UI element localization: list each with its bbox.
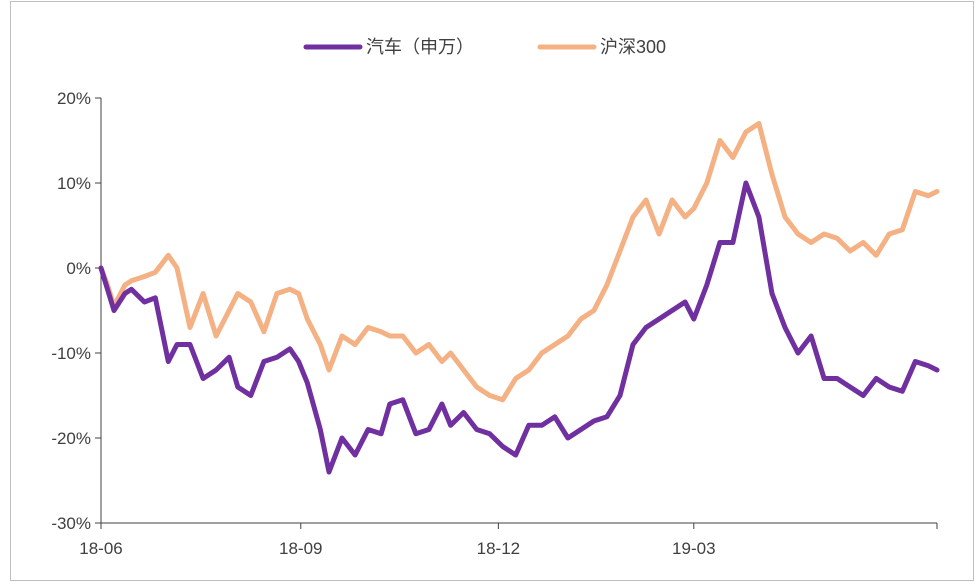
y-tick-label: -30% [51, 514, 91, 533]
y-tick-label: 0% [66, 259, 91, 278]
y-tick-label: 20% [57, 89, 91, 108]
x-tick-label: 18-09 [279, 539, 322, 558]
series-line-auto [98, 180, 940, 475]
series-line-csi300 [98, 121, 940, 403]
chart-frame [10, 1, 974, 581]
x-tick-label: 18-06 [79, 539, 122, 558]
legend: 汽车（申万） 沪深300 [303, 37, 666, 57]
x-tick-label: 18-12 [477, 539, 520, 558]
y-tick-label: -10% [51, 344, 91, 363]
x-tick-label: 19-03 [672, 539, 715, 558]
axes: 20% 10% 0% -10% -20% -30% 18-06 18-09 18-12 19-03 [51, 89, 938, 558]
series-layer [98, 121, 940, 475]
legend-label-auto: 汽车（申万） [366, 37, 474, 57]
legend-label-csi300: 沪深300 [600, 37, 666, 57]
y-tick-label: -20% [51, 429, 91, 448]
y-tick-label: 10% [57, 174, 91, 193]
